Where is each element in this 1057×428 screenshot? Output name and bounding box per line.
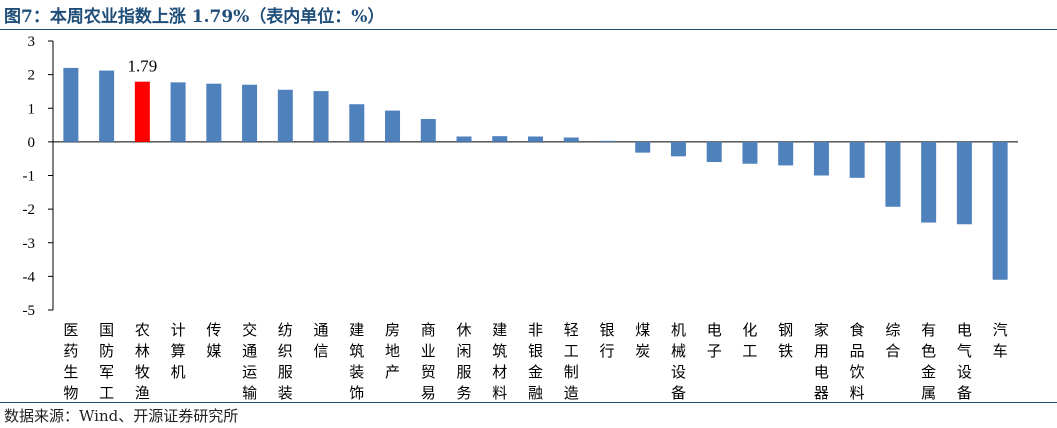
bar <box>99 70 115 142</box>
category-label: 农林牧渔 <box>135 321 150 402</box>
category-label: 计算机 <box>171 321 186 381</box>
category-label: 化工 <box>742 321 757 360</box>
category-label: 医药生物 <box>63 321 78 402</box>
bar <box>420 119 436 142</box>
category-label: 煤炭 <box>635 321 650 360</box>
y-tick-label: -5 <box>23 303 36 319</box>
category-label: 建筑材料 <box>492 321 507 402</box>
bar <box>349 104 365 142</box>
bar <box>670 141 686 157</box>
bar <box>63 67 79 142</box>
source-note: 数据来源：Wind、开源证券研究所 <box>4 407 239 425</box>
bar <box>277 89 293 142</box>
category-label: 国防军工 <box>99 321 114 402</box>
category-label: 有色金属 <box>921 321 936 402</box>
bar <box>206 83 222 142</box>
y-tick-label: -1 <box>23 169 36 185</box>
bar <box>849 141 865 178</box>
bar <box>778 141 794 166</box>
y-tick-label: 2 <box>28 68 36 84</box>
bar <box>599 140 615 142</box>
category-label: 机械设备 <box>671 321 686 402</box>
category-label: 非银金融 <box>528 321 543 402</box>
category-label: 休闲服务 <box>457 321 472 402</box>
category-label: 轻工制造 <box>564 321 579 402</box>
category-label: 家用电器 <box>814 321 829 402</box>
y-tick-label: 3 <box>28 34 36 50</box>
bar <box>313 91 329 142</box>
category-label: 综合 <box>885 321 900 360</box>
category-label: 商业贸易 <box>421 321 436 402</box>
bar <box>885 141 901 207</box>
bar <box>492 136 508 142</box>
bar <box>385 110 401 142</box>
category-label: 传媒 <box>206 321 221 360</box>
y-tick-label: -4 <box>23 269 36 285</box>
data-label: 1.79 <box>127 57 157 76</box>
category-label: 房地产 <box>385 321 400 381</box>
category-label: 食品饮料 <box>850 321 865 402</box>
category-label: 建筑装饰 <box>349 321 364 402</box>
category-label: 钢铁 <box>778 321 793 360</box>
y-tick-label: -2 <box>23 202 36 218</box>
bar <box>813 141 829 176</box>
category-label: 电气设备 <box>957 321 972 402</box>
bar <box>134 81 150 142</box>
bar <box>456 136 472 142</box>
bar <box>242 84 258 142</box>
top-rule <box>0 29 1057 30</box>
bar <box>742 141 758 164</box>
chart-title: 图7：本周农业指数上涨 1.79%（表内单位：%） <box>4 7 385 27</box>
category-label: 纺织服装 <box>278 321 293 402</box>
bar <box>706 141 722 163</box>
bar <box>992 141 1008 280</box>
category-label: 电子 <box>707 321 722 360</box>
y-tick-label: 1 <box>28 101 36 117</box>
category-label: 银行 <box>599 321 614 360</box>
category-label: 汽车 <box>993 321 1008 360</box>
bar <box>956 141 972 225</box>
bar <box>170 82 186 142</box>
bar-chart: 3 2 1 0 -1 -2 -3 -4 -5 医药生物 国防军工 农林牧渔 计算机 传媒 交通运输 纺织服装 通… <box>23 34 1018 402</box>
bar <box>635 141 651 153</box>
y-tick-label: -3 <box>23 236 36 252</box>
bar <box>921 141 937 223</box>
category-label: 通信 <box>314 321 329 360</box>
category-label: 交通运输 <box>242 321 257 402</box>
y-tick-label: 0 <box>28 135 36 151</box>
bottom-rule <box>0 402 1057 403</box>
bar <box>528 136 543 142</box>
bar <box>563 137 579 142</box>
